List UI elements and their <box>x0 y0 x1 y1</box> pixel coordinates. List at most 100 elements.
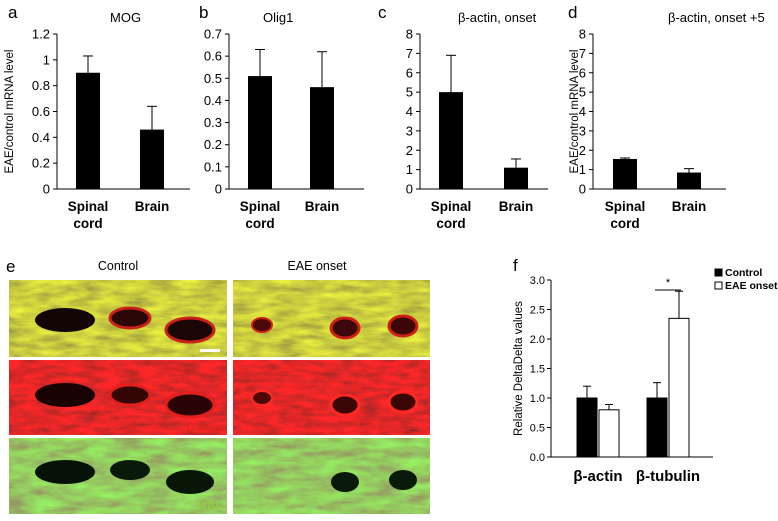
x-tick-label: Brain <box>499 199 534 214</box>
x-tick-label: cord <box>610 216 639 231</box>
legend-swatch-eae-onset <box>714 281 723 290</box>
chart-title: β-actin, onset +5 <box>668 10 765 25</box>
y-tick-label: 3 <box>579 123 586 138</box>
y-tick-label: 2.5 <box>530 305 545 317</box>
y-axis-title: EAE/control mRNA level <box>4 50 16 174</box>
column-label-eae-onset: EAE onset <box>287 259 347 273</box>
bar-control-actin <box>576 397 598 458</box>
x-tick-label: Spinal <box>240 199 281 214</box>
y-tick-label: 0.0 <box>530 452 545 464</box>
x-tick-label: Brain <box>135 199 170 214</box>
bar-eae-onset-actin <box>598 409 620 458</box>
y-tick-label: 2 <box>406 143 413 158</box>
y-tick-label: 4 <box>579 104 586 119</box>
y-tick-label: 0.2 <box>32 156 50 171</box>
y-tick-label: 0.8 <box>32 78 50 93</box>
micrograph-eae-mbp <box>233 438 430 514</box>
y-tick-label: 0 <box>579 182 586 197</box>
column-label-control: Control <box>98 259 138 273</box>
y-tick-label: 1 <box>406 162 413 177</box>
micrograph-eae-actin <box>233 360 430 435</box>
y-tick-label: 0.2 <box>204 137 222 152</box>
panel-letter-c: c <box>378 3 387 22</box>
x-tick-label: cord <box>436 216 465 231</box>
y-tick-label: 0.5 <box>204 71 222 86</box>
scale-bar <box>200 349 220 352</box>
y-tick-label: 1.0 <box>530 393 545 405</box>
chart-title: MOG <box>110 10 141 25</box>
y-tick-label: 1 <box>43 52 50 67</box>
x-tick-label: β-actin <box>573 468 622 485</box>
legend-swatch-control <box>714 268 723 277</box>
bar-spinal-cord <box>613 158 637 189</box>
panel-letter-f: f <box>513 256 518 275</box>
x-tick-label: Spinal <box>605 199 646 214</box>
bar-spinal-cord <box>76 72 100 189</box>
chart-olig1: Olig1 0 0.1 0.2 0.3 0.4 0.5 0.6 0.7 Spinal cord Bra… <box>204 10 364 231</box>
x-tick-label: Brain <box>305 199 340 214</box>
significance-star: * <box>666 277 671 289</box>
chart-relative-deltadelta: 0.0 0.5 1.0 1.5 2.0 2.5 3.0 β-actin β-tubulin * Co… <box>513 267 778 485</box>
y-tick-label: 0 <box>215 182 222 197</box>
y-tick-label: 0.4 <box>204 93 222 108</box>
panel-letter-d: d <box>568 3 577 22</box>
y-tick-label: 0 <box>406 182 413 197</box>
micrograph-control-mbp: MBP <box>9 438 227 514</box>
y-tick-label: 3.0 <box>530 275 545 287</box>
y-tick-label: 3 <box>406 123 413 138</box>
bar-brain <box>504 167 528 189</box>
y-tick-label: 1.5 <box>530 364 545 376</box>
y-tick-label: 1.2 <box>32 27 50 42</box>
y-axis-title: EAE/control mRNA level <box>569 50 581 174</box>
bar-control-tubulin <box>646 397 668 458</box>
x-tick-label: Brain <box>672 199 707 214</box>
y-tick-label: 5 <box>579 85 586 100</box>
panel-letter-e: e <box>6 257 15 276</box>
panel-letter-b: b <box>199 3 208 22</box>
y-axis-title: Relative DeltaDelta values <box>513 301 525 436</box>
y-tick-label: 6 <box>579 65 586 80</box>
y-tick-label: 2.0 <box>530 334 545 346</box>
legend-label-eae-onset: EAE onset <box>725 280 778 292</box>
y-tick-label: 7 <box>406 46 413 61</box>
y-tick-label: 2 <box>579 143 586 158</box>
chart-beta-actin-onset-plus5: β-actin, onset +5 0 1 2 3 4 5 6 7 8 Spinal cord Brai… <box>569 10 765 231</box>
y-tick-label: 0.1 <box>204 159 222 174</box>
bar-brain <box>310 87 334 189</box>
actin-stain-label: β-actin <box>187 420 223 434</box>
x-tick-label: cord <box>73 216 102 231</box>
bar-eae-onset-tubulin <box>668 317 690 458</box>
y-tick-label: 5 <box>406 85 413 100</box>
y-tick-label: 4 <box>406 104 413 119</box>
y-tick-label: 8 <box>579 27 586 42</box>
mbp-stain-label: MBP <box>197 499 223 513</box>
y-tick-label: 0.6 <box>204 49 222 64</box>
x-tick-label: cord <box>245 216 274 231</box>
y-tick-label: 0 <box>43 182 50 197</box>
y-tick-label: 1 <box>579 162 586 177</box>
micrograph-eae-merge <box>233 280 430 357</box>
micrograph-control-actin: β-actin <box>9 360 227 435</box>
x-tick-label: β-tubulin <box>636 468 700 485</box>
y-tick-label: 0.4 <box>32 130 50 145</box>
bar-spinal-cord <box>248 76 272 189</box>
chart-beta-actin-onset: β-actin, onset 0 1 2 3 4 5 6 7 8 Spinal cord Brain <box>406 10 548 231</box>
chart-title: Olig1 <box>263 10 293 25</box>
bar-spinal-cord <box>439 92 463 189</box>
bar-brain <box>140 129 164 189</box>
legend-label-control: Control <box>725 267 762 279</box>
micrograph-control-merge <box>9 280 227 357</box>
x-tick-label: Spinal <box>68 199 109 214</box>
y-tick-label: 0.5 <box>530 423 545 435</box>
y-tick-label: 7 <box>579 46 586 61</box>
y-tick-label: 8 <box>406 27 413 42</box>
panel-letter-a: a <box>8 3 18 22</box>
y-tick-label: 0.7 <box>204 27 222 42</box>
bar-brain <box>677 172 701 189</box>
x-tick-label: Spinal <box>431 199 472 214</box>
y-tick-label: 0.6 <box>32 104 50 119</box>
y-tick-label: 0.3 <box>204 115 222 130</box>
chart-mog: MOG 0 0.2 0.4 0.6 0.8 1 1.2 Spinal cord Brain EAE/c… <box>4 10 190 231</box>
chart-title: β-actin, onset <box>458 10 537 25</box>
